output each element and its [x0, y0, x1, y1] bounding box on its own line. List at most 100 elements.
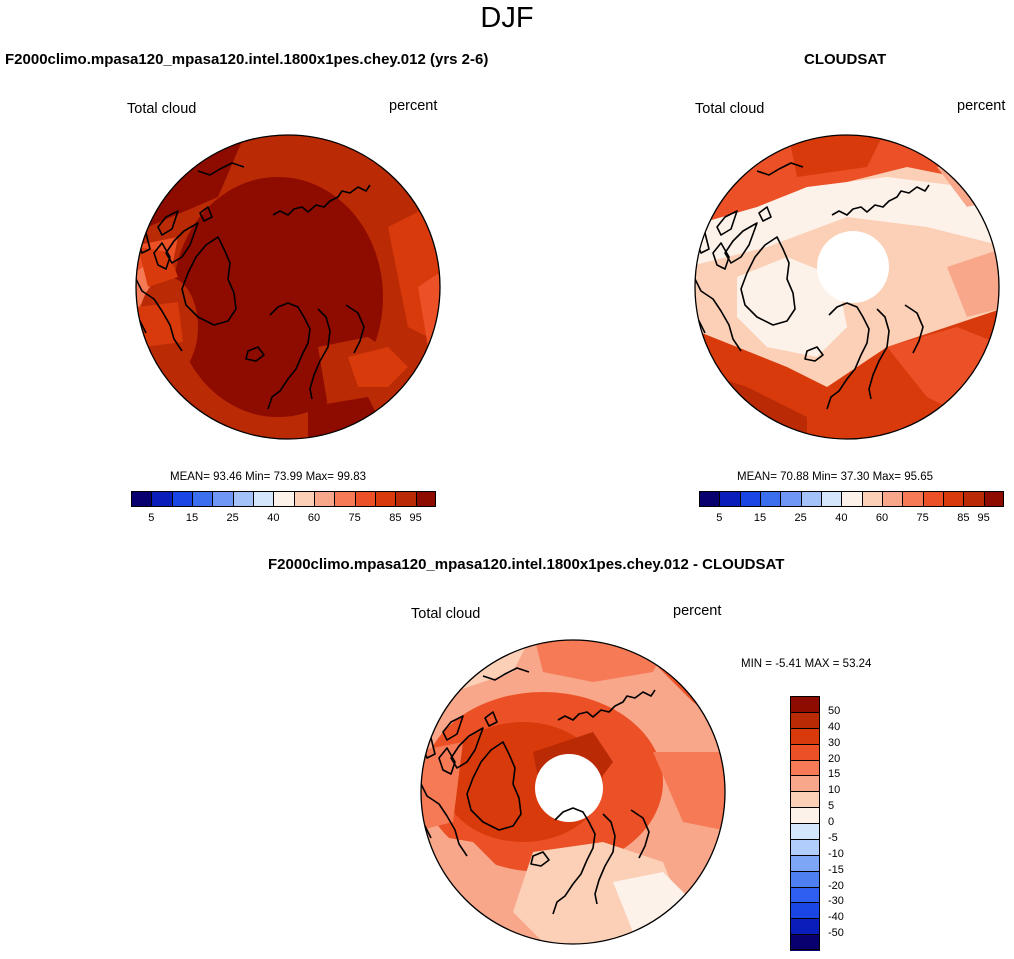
panel1-units-label: percent — [389, 98, 438, 114]
colorbar-difference-swatch — [790, 886, 820, 903]
colorbar-difference-swatch — [790, 918, 820, 935]
colorbar-difference-tick-label: -15 — [828, 863, 844, 876]
colorbar-cloudsat-swatch — [861, 491, 883, 507]
colorbar-difference-tick-label: 20 — [828, 752, 841, 765]
colorbar-difference-divider — [790, 918, 820, 920]
colorbar-difference-swatch — [790, 823, 820, 840]
colorbar-model-tick-label: 85 — [389, 512, 402, 524]
panel3-max-label: MAX = — [804, 658, 840, 670]
colorbar-cloudsat-swatch — [943, 491, 964, 507]
colorbar-difference: 50 40 30 20 15 10 5 0 -5 -10 -15 -20 -30 -40 -50 — [790, 696, 850, 951]
panel2-max-label: Max= — [872, 471, 902, 483]
colorbar-difference-swatch — [790, 838, 820, 856]
colorbar-cloudsat-frame — [699, 491, 1004, 507]
colorbar-model-divider — [151, 491, 153, 507]
colorbar-cloudsat-divider — [943, 491, 944, 507]
colorbar-model-tick-label: 5 — [148, 512, 155, 524]
colorbar-model-frame — [131, 491, 436, 507]
colorbar-model-divider — [253, 491, 254, 507]
colorbar-cloudsat-tick-label: 25 — [794, 512, 807, 524]
colorbar-cloudsat-divider — [739, 491, 741, 507]
colorbar-difference-divider — [790, 934, 820, 936]
colorbar-cloudsat-swatch — [882, 491, 903, 507]
colorbar-model-tick-label: 75 — [348, 512, 361, 524]
panel1-max-label: Max= — [305, 471, 335, 483]
map-cloudsat — [694, 134, 1000, 440]
colorbar-model-divider — [212, 491, 214, 507]
colorbar-cloudsat-divider — [983, 491, 985, 507]
colorbar-cloudsat-swatch — [841, 491, 863, 507]
panel1-stats: MEAN= 93.46 Min= 73.99 Max= 99.83 — [170, 471, 366, 483]
colorbar-difference-swatch — [790, 711, 820, 729]
colorbar-difference-tick-label: 15 — [828, 768, 841, 781]
colorbar-difference-swatch — [790, 775, 820, 792]
colorbar-model-swatch — [354, 491, 376, 507]
colorbar-difference-tick-label: -5 — [828, 831, 838, 844]
colorbar-model-divider — [232, 491, 234, 507]
colorbar-model-swatch — [171, 491, 193, 507]
colorbar-difference-tick-label: -30 — [828, 895, 844, 908]
colorbar-cloudsat-divider — [821, 491, 822, 507]
colorbar-model-divider — [293, 491, 295, 507]
colorbar-difference-tick-label: 0 — [828, 816, 835, 828]
colorbar-difference-divider — [790, 886, 820, 888]
colorbar-difference-tick-label: 30 — [828, 736, 841, 749]
panel3-stats: MIN = -5.41 MAX = 53.24 — [741, 658, 871, 670]
panel3-min-label: MIN = — [741, 658, 772, 670]
colorbar-cloudsat-divider — [760, 491, 761, 507]
panel1-max-value: 99.83 — [337, 471, 367, 483]
colorbar-difference-swatch — [790, 807, 820, 824]
colorbar-model: 5 15 25 40 60 75 85 95 — [131, 491, 437, 527]
panel2-mean-value: 70.88 — [780, 471, 809, 483]
colorbar-model-tick-label: 25 — [226, 512, 239, 524]
colorbar-model-swatch — [375, 491, 396, 507]
colorbar-difference-divider — [790, 791, 820, 793]
colorbar-cloudsat-divider — [780, 491, 782, 507]
colorbar-model-divider — [171, 491, 173, 507]
colorbar-cloudsat-swatch — [739, 491, 761, 507]
colorbar-difference-divider — [790, 823, 820, 824]
panel3-title: F2000climo.mpasa120_mpasa120.intel.1800x… — [268, 556, 785, 573]
panel3-variable-label: Total cloud — [411, 606, 481, 622]
colorbar-cloudsat-swatch — [800, 491, 822, 507]
colorbar-cloudsat-tick-label: 85 — [957, 512, 970, 524]
map-model — [135, 134, 441, 440]
colorbar-model-swatch — [232, 491, 254, 507]
colorbar-model-swatch — [314, 491, 335, 507]
colorbar-difference-divider — [790, 807, 820, 809]
panel2-max-value: 95.65 — [904, 471, 934, 483]
panel1-mean-value: 93.46 — [213, 471, 242, 483]
panel3-min-value: -5.41 — [775, 658, 802, 670]
colorbar-difference-tick-label: -20 — [828, 879, 844, 892]
colorbar-cloudsat-divider — [902, 491, 904, 507]
panel2-stats: MEAN= 70.88 Min= 37.30 Max= 95.65 — [737, 471, 933, 483]
colorbar-difference-divider — [790, 759, 820, 761]
colorbar-cloudsat-swatch — [983, 491, 1005, 507]
colorbar-difference-swatch — [790, 696, 820, 713]
panel1-min-value: 73.99 — [273, 471, 303, 483]
colorbar-cloudsat-swatch — [780, 491, 802, 507]
colorbar-model-divider — [192, 491, 193, 507]
colorbar-model-swatch — [212, 491, 234, 507]
colorbar-model-swatch — [334, 491, 356, 507]
colorbar-model-divider — [375, 491, 376, 507]
colorbar-cloudsat-divider — [882, 491, 883, 507]
colorbar-cloudsat-tick-label: 60 — [875, 512, 889, 524]
colorbar-cloudsat-divider — [963, 491, 965, 507]
colorbar-difference-swatch — [790, 743, 820, 760]
colorbar-cloudsat-tick-label: 5 — [716, 512, 723, 524]
colorbar-difference-tick-label: -50 — [828, 927, 844, 940]
figure-season-title: DJF — [480, 2, 534, 34]
colorbar-cloudsat-swatch — [963, 491, 985, 507]
colorbar-cloudsat: 5 15 25 40 60 75 85 95 — [699, 491, 1005, 527]
colorbar-cloudsat-swatch — [922, 491, 944, 507]
colorbar-difference-swatch — [790, 934, 820, 951]
panel1-mean-label: MEAN= — [170, 471, 210, 483]
colorbar-model-swatch — [395, 491, 417, 507]
colorbar-difference-swatch — [790, 727, 820, 745]
colorbar-cloudsat-swatch — [699, 491, 720, 507]
colorbar-cloudsat-tick-label: 40 — [835, 512, 848, 524]
colorbar-model-divider — [395, 491, 397, 507]
colorbar-difference-divider — [790, 902, 820, 904]
colorbar-difference-tick-label: 50 — [828, 704, 841, 717]
